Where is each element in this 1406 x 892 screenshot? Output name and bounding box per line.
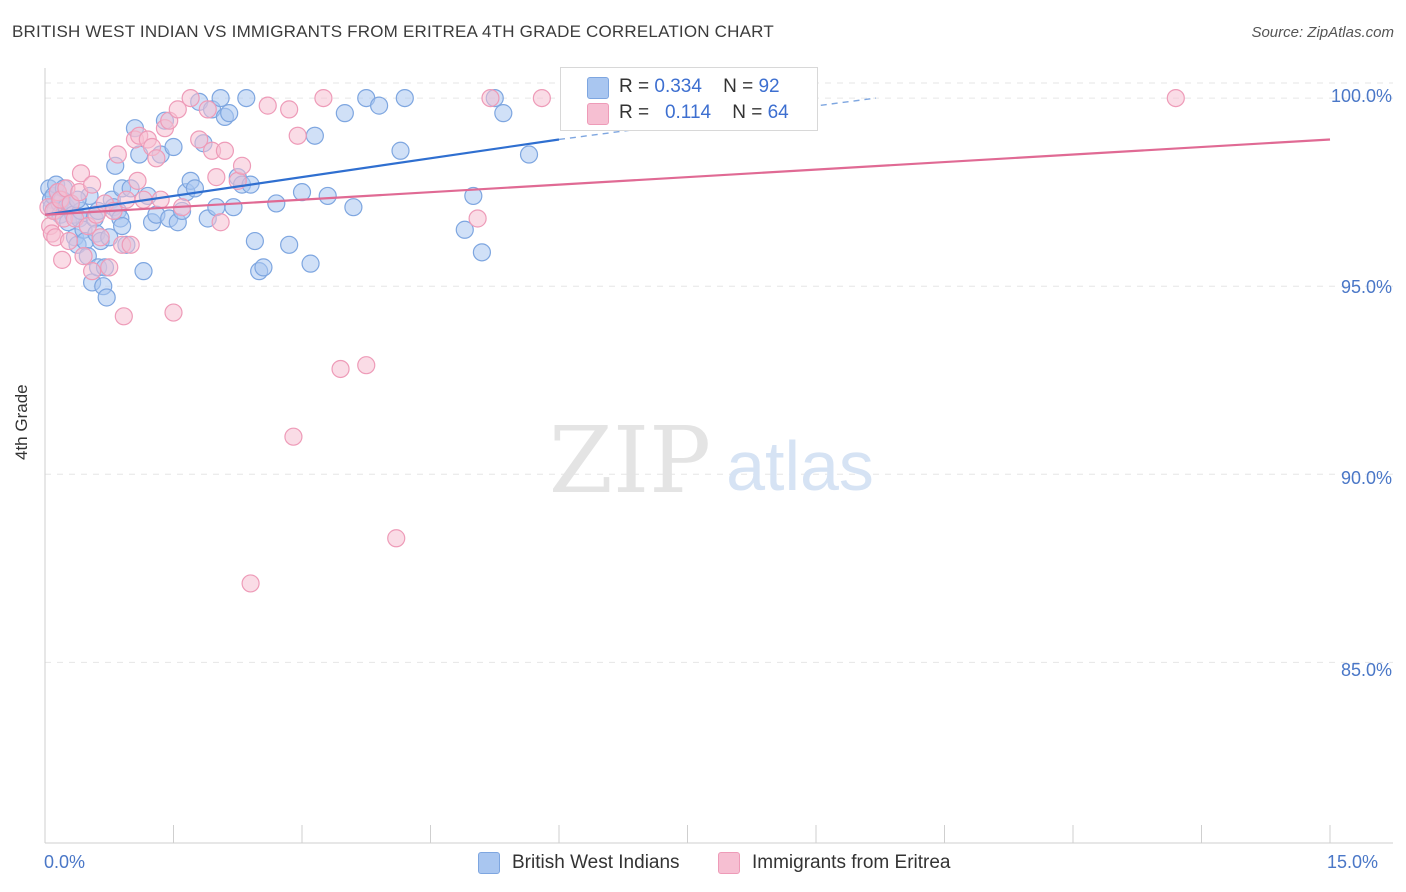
pink-point [288, 126, 307, 145]
blue-point [301, 254, 320, 273]
trend-line-blue [44, 138, 560, 216]
watermark-atlas: atlas [726, 427, 874, 505]
blue-point [305, 126, 324, 145]
blue-point [267, 194, 286, 213]
pink-point [147, 149, 166, 168]
pink-point [331, 359, 350, 379]
legend-label: Immigrants from Eritrea [752, 852, 951, 873]
blue-point [335, 104, 354, 123]
pink-point [91, 228, 110, 247]
r-value: 0.114 [664, 102, 712, 123]
blue-point [395, 88, 414, 108]
x-tick-label-max: 15.0% [1327, 852, 1379, 872]
legend-swatch-pink [587, 103, 609, 125]
pink-point [284, 427, 303, 446]
legend-swatch-pink [718, 852, 740, 874]
pink-point [53, 250, 72, 269]
blue-point [391, 141, 410, 160]
pink-point [108, 145, 127, 164]
legend-row-blue: R = 0.334 N = 92 [619, 75, 780, 99]
pink-point [232, 156, 252, 175]
blue-point [245, 231, 264, 251]
pink-point [121, 235, 140, 254]
pink-point [280, 100, 299, 119]
pink-point [1166, 88, 1185, 108]
n-label: N = [732, 102, 763, 123]
source-label: Source: ZipAtlas.com [1251, 24, 1394, 41]
pink-point [128, 171, 147, 190]
legend-label: British West Indians [512, 852, 680, 873]
pink-point [114, 307, 133, 326]
pink-point [100, 258, 119, 277]
pink-point [258, 96, 277, 115]
pink-point [314, 88, 333, 108]
r-value: 0.334 [654, 76, 702, 97]
n-value: 64 [767, 102, 789, 123]
blue-point [237, 88, 256, 108]
blue-point [318, 186, 337, 206]
pink-point [181, 88, 200, 108]
stats-legend: R = 0.334 N = 92 R = 0.114 N = 64 [560, 67, 818, 131]
watermark: ZIP atlas [549, 407, 874, 514]
series-legend: British West Indians Immigrants from Eri… [0, 852, 1406, 878]
pink-point [198, 100, 217, 119]
r-label: R = [619, 76, 650, 97]
chart-title: BRITISH WEST INDIAN VS IMMIGRANTS FROM E… [12, 22, 774, 41]
pink-point [74, 247, 93, 266]
pink-point [211, 213, 230, 232]
pink-point [190, 130, 209, 149]
blue-point [254, 258, 273, 277]
blue-point [344, 198, 363, 217]
blue-point [472, 243, 491, 262]
pink-point [164, 303, 183, 322]
blue-point [494, 104, 513, 123]
pink-point [357, 356, 376, 375]
blue-point [112, 216, 132, 236]
blue-point [370, 96, 389, 115]
blue-point [164, 137, 183, 157]
blue-point [134, 262, 153, 281]
blue-point [280, 235, 299, 254]
blue-point [224, 198, 243, 217]
pink-point [71, 164, 91, 183]
x-tick-label-min: 0.0% [44, 852, 86, 872]
pink-point [59, 231, 79, 251]
pink-point [468, 209, 487, 228]
pink-point [168, 100, 187, 119]
legend-row-pink: R = 0.114 N = 64 [619, 101, 789, 125]
blue-point [207, 198, 226, 217]
legend-item-british-west-indians[interactable]: British West Indians [478, 852, 680, 874]
y-tick-label-90: 90.0% [1340, 468, 1392, 488]
blue-point [220, 104, 239, 123]
legend-swatch-blue [478, 852, 500, 874]
legend-item-immigrants-from-eritrea[interactable]: Immigrants from Eritrea [718, 852, 950, 874]
pink-point [387, 529, 406, 548]
blue-point [97, 288, 116, 307]
n-label: N = [723, 76, 754, 97]
pink-point [241, 574, 260, 593]
pink-point [481, 88, 500, 108]
pink-point [83, 175, 102, 194]
data-points [39, 88, 1185, 593]
r-label: R = [619, 102, 650, 123]
blue-point [455, 220, 474, 239]
blue-point [211, 88, 230, 108]
watermark-zip: ZIP [549, 407, 711, 514]
n-value: 92 [758, 76, 780, 97]
pink-point [117, 190, 136, 209]
trend-line-pink [44, 138, 1331, 216]
legend-swatch-blue [587, 77, 609, 99]
y-tick-label-95: 95.0% [1340, 277, 1392, 297]
pink-point [215, 141, 234, 160]
blue-point [292, 183, 312, 202]
pink-point [83, 262, 102, 281]
blue-point [519, 145, 539, 164]
y-tick-label-100: 100.0% [1330, 86, 1392, 106]
pink-point [532, 88, 551, 108]
pink-point [207, 168, 226, 187]
y-tick-label-85: 85.0% [1340, 660, 1392, 680]
blue-point [464, 186, 483, 206]
